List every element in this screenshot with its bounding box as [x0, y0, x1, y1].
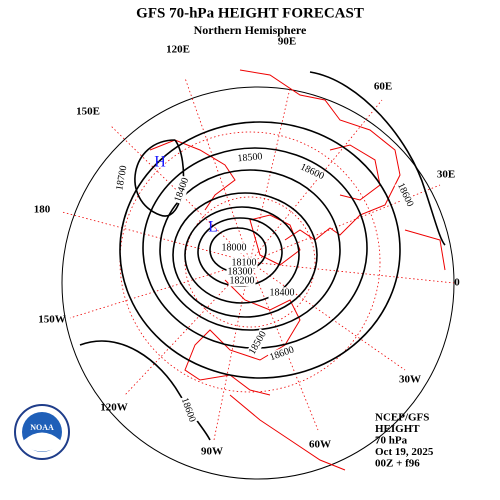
contour-label: 18400	[172, 176, 191, 203]
longitude-label: 180	[34, 204, 51, 216]
low-center: L	[208, 219, 218, 236]
label-bg	[114, 163, 130, 193]
longitude-label: 150E	[76, 106, 100, 118]
label-bg	[394, 180, 416, 210]
contour-label: 18600	[179, 396, 198, 423]
longitude-label: 120E	[166, 44, 190, 56]
label-bg	[246, 328, 270, 358]
label-bg	[297, 161, 327, 183]
info-line: 00Z + f96	[375, 458, 420, 470]
longitude-label: 0	[454, 277, 460, 289]
contour-label: 18000	[222, 242, 247, 253]
longitude-label: 60E	[374, 81, 392, 93]
info-line: NCEP/GFS	[375, 412, 429, 424]
longitude-label: 90W	[201, 446, 223, 458]
logo-text: NOAA	[30, 423, 54, 432]
logo: NOAA	[14, 404, 70, 460]
contour-label: 18300	[228, 266, 253, 277]
contour-label: 18100	[232, 257, 257, 268]
contour-label: 18700	[114, 165, 129, 192]
label-bg	[228, 275, 256, 287]
info-line: 70 hPa	[375, 435, 408, 447]
longitude-label: 150W	[38, 314, 66, 326]
label-bg	[226, 266, 254, 278]
info-line: HEIGHT	[375, 423, 420, 435]
longitude-labels: 90E 60E 30E 0 30W 60W 90W 120W 150W 180 150E 120E	[34, 36, 461, 458]
high-center: H	[154, 154, 166, 171]
longitude-label: 90E	[278, 36, 296, 48]
label-bg	[236, 151, 264, 165]
title: GFS 70-hPa HEIGHT FORECAST	[136, 5, 364, 21]
contour-label: 18500	[237, 151, 263, 164]
contour-label: 18200	[230, 275, 255, 286]
longitude-label: 30E	[437, 169, 455, 181]
info-line: Oct 19, 2025	[375, 446, 434, 458]
longitude-label: 30W	[399, 374, 421, 386]
longitude-label: 120W	[100, 402, 128, 414]
subtitle: Northern Hemisphere	[194, 23, 307, 37]
label-bg	[268, 287, 296, 299]
contour-label: 18600	[395, 181, 416, 208]
label-bg	[230, 257, 258, 269]
label-bg	[220, 242, 248, 254]
longitude-label: 60W	[309, 439, 331, 451]
label-bg	[267, 344, 297, 364]
contour-label: 18400	[270, 287, 295, 298]
label-bg	[172, 175, 192, 205]
coastlines	[149, 69, 446, 471]
contour-label: 18600	[298, 162, 325, 183]
label-bg	[178, 395, 198, 425]
contour-label: 18500	[247, 329, 269, 356]
